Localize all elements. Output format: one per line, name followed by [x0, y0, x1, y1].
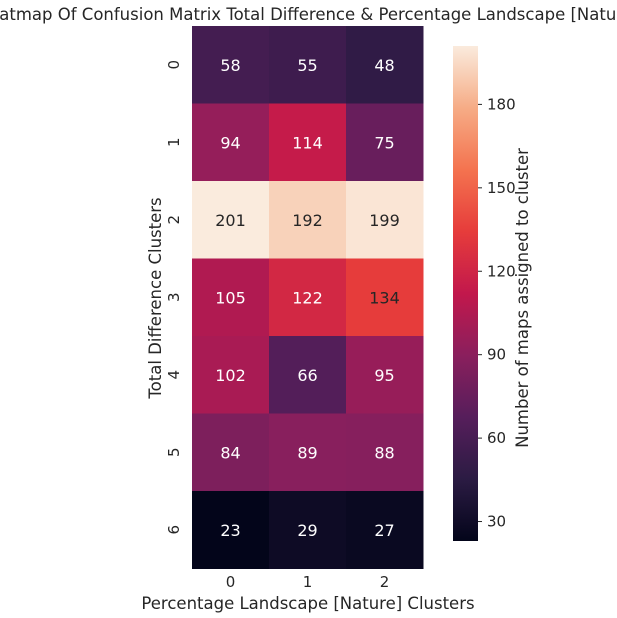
colorbar-tick-label: 150: [487, 179, 516, 197]
heatmap-cell: [346, 181, 424, 259]
colorbar-tick-label: 120: [487, 262, 516, 280]
cell-value-label: 58: [220, 56, 240, 75]
y-tick-label: 2: [165, 215, 183, 225]
cell-value-label: 122: [292, 288, 323, 307]
x-tick-label: 2: [380, 573, 390, 591]
heatmap-cell: [346, 26, 424, 104]
heatmap-cell: [269, 336, 347, 414]
y-tick-label: 1: [165, 137, 183, 147]
y-tick-labels: 0 1 2 3 4 5 6: [165, 60, 183, 535]
x-tick-label: 1: [303, 573, 313, 591]
cell-value-label: 95: [374, 366, 394, 385]
y-tick-label: 6: [165, 525, 183, 535]
colorbar-tick-label: 180: [487, 95, 516, 113]
heatmap-cell: [269, 103, 347, 182]
cell-value-label: 66: [297, 366, 317, 385]
y-tick-label: 4: [165, 370, 183, 380]
x-tick-labels: 0 1 2: [226, 573, 390, 591]
cell-value-label: 192: [292, 211, 323, 230]
heatmap-cell: [346, 491, 424, 569]
heatmap-cell: [269, 181, 347, 259]
cell-value-label: 102: [215, 366, 246, 385]
cell-value-label: 94: [220, 133, 240, 152]
colorbar-tick-label: 30: [487, 513, 506, 531]
heatmap-cell: [269, 491, 347, 569]
heatmap-cell: [269, 258, 347, 337]
cell-value-label: 88: [374, 443, 394, 462]
y-tick-label: 0: [165, 60, 183, 70]
colorbar-ticks: 30 60 90 120 150 180: [478, 95, 516, 531]
x-tick-label: 0: [226, 573, 236, 591]
heatmap-cell: [192, 491, 270, 569]
y-tick-label: 5: [165, 447, 183, 457]
heatmap-cell: [269, 26, 347, 104]
cell-value-label: 114: [292, 133, 323, 152]
heatmap-cell: [192, 258, 270, 337]
heatmap-cell: [192, 413, 270, 492]
y-tick-label: 3: [165, 292, 183, 302]
heatmap-cell: [346, 336, 424, 414]
cell-value-label: 23: [220, 521, 240, 540]
cell-value-label: 134: [369, 288, 400, 307]
cell-value-label: 29: [297, 521, 317, 540]
heatmap-cell: [192, 26, 270, 104]
colorbar: [453, 46, 478, 541]
cell-value-label: 27: [374, 521, 394, 540]
heatmap-cell: [192, 181, 270, 259]
heatmap-cell: [192, 103, 270, 182]
colorbar-label: Number of maps assigned to cluster: [513, 148, 532, 448]
cell-value-label: 201: [215, 211, 246, 230]
heatmap-cell: [269, 413, 347, 492]
heatmap-cells: 58 55 48 94 114 75 201 192 199 105 122 134 102 66 95 84…: [192, 26, 424, 569]
cell-value-label: 105: [215, 288, 246, 307]
cell-value-label: 84: [220, 443, 240, 462]
y-axis-label: Total Difference Clusters: [146, 197, 165, 399]
cell-value-label: 199: [369, 211, 400, 230]
heatmap-cell: [346, 258, 424, 337]
heatmap-cell: [346, 103, 424, 182]
colorbar-tick-label: 60: [487, 429, 506, 447]
heatmap-cell: [346, 413, 424, 492]
colorbar-tick-label: 90: [487, 346, 506, 364]
x-axis-label: Percentage Landscape [Nature] Clusters: [141, 594, 474, 613]
cell-value-label: 89: [297, 443, 317, 462]
heatmap-cell: [192, 336, 270, 414]
cell-value-label: 75: [374, 133, 394, 152]
cell-value-label: 48: [374, 56, 394, 75]
cell-value-label: 55: [297, 56, 317, 75]
chart-title: Heatmap Of Confusion Matrix Total Differ…: [0, 5, 617, 24]
